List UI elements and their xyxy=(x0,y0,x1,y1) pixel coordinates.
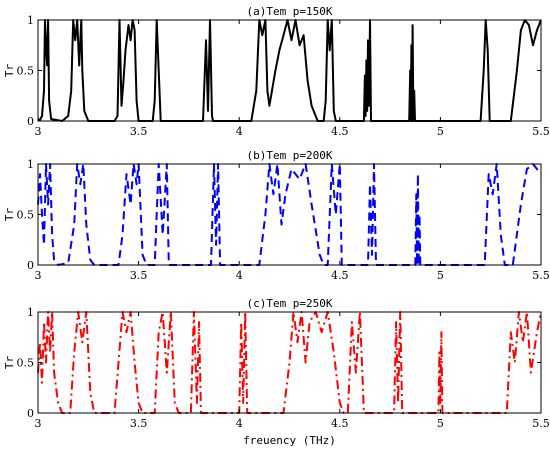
x-tick-label: 4.5 xyxy=(331,417,349,430)
x-tick-label: 5 xyxy=(437,125,444,138)
panel-3: 3 3.5 4 4.5 5 5.5 0 0.5 1 (c)Tem p=250K Tr freuency… xyxy=(3,297,550,447)
x-tick-label: 5.5 xyxy=(532,125,550,138)
y-tick-label: 1 xyxy=(27,306,34,319)
x-tick-label: 5 xyxy=(437,417,444,430)
y-tick-label: 0.5 xyxy=(17,357,35,370)
y-tick-label: 0 xyxy=(27,407,34,420)
panel-title: (c)Tem p=250K xyxy=(246,297,332,310)
y-axis-label: Tr xyxy=(3,208,16,222)
x-tick-label: 3 xyxy=(35,417,42,430)
x-tick-label: 4 xyxy=(236,417,243,430)
x-tick-label: 3.5 xyxy=(130,417,148,430)
x-tick-label: 5.5 xyxy=(532,417,550,430)
panel-title: (b)Tem p=200K xyxy=(246,149,332,162)
x-tick-label: 4.5 xyxy=(331,125,349,138)
plot-area xyxy=(38,164,541,265)
x-tick-label: 5 xyxy=(437,269,444,282)
series-line-1 xyxy=(37,163,542,266)
series-line-1 xyxy=(37,19,542,122)
y-axis-label: Tr xyxy=(3,356,16,370)
x-axis-label: freuency (THz) xyxy=(243,434,336,447)
y-tick-label: 1 xyxy=(27,14,34,27)
panel-1: 3 3.5 4 4.5 5 5.5 0 0.5 1 (a)Tem p=150K Tr xyxy=(3,5,550,138)
x-tick-label: 5.5 xyxy=(532,269,550,282)
x-tick-label: 4 xyxy=(236,125,243,138)
x-tick-label: 3.5 xyxy=(130,125,148,138)
x-tick-label: 4 xyxy=(236,269,243,282)
y-tick-label: 0.5 xyxy=(17,65,35,78)
y-tick-label: 0 xyxy=(27,259,34,272)
y-tick-label: 0 xyxy=(27,115,34,128)
y-tick-label: 0.5 xyxy=(17,209,35,222)
x-tick-label: 3 xyxy=(35,269,42,282)
panel-2: 3 3.5 4 4.5 5 5.5 0 0.5 1 (b)Tem p=200K Tr xyxy=(3,149,550,282)
y-axis-label: Tr xyxy=(3,64,16,78)
x-tick-label: 3.5 xyxy=(130,269,148,282)
x-tick-label: 3 xyxy=(35,125,42,138)
x-tick-label: 4.5 xyxy=(331,269,349,282)
y-tick-label: 1 xyxy=(27,158,34,171)
panel-title: (a)Tem p=150K xyxy=(246,5,332,18)
plot-area xyxy=(38,312,541,413)
